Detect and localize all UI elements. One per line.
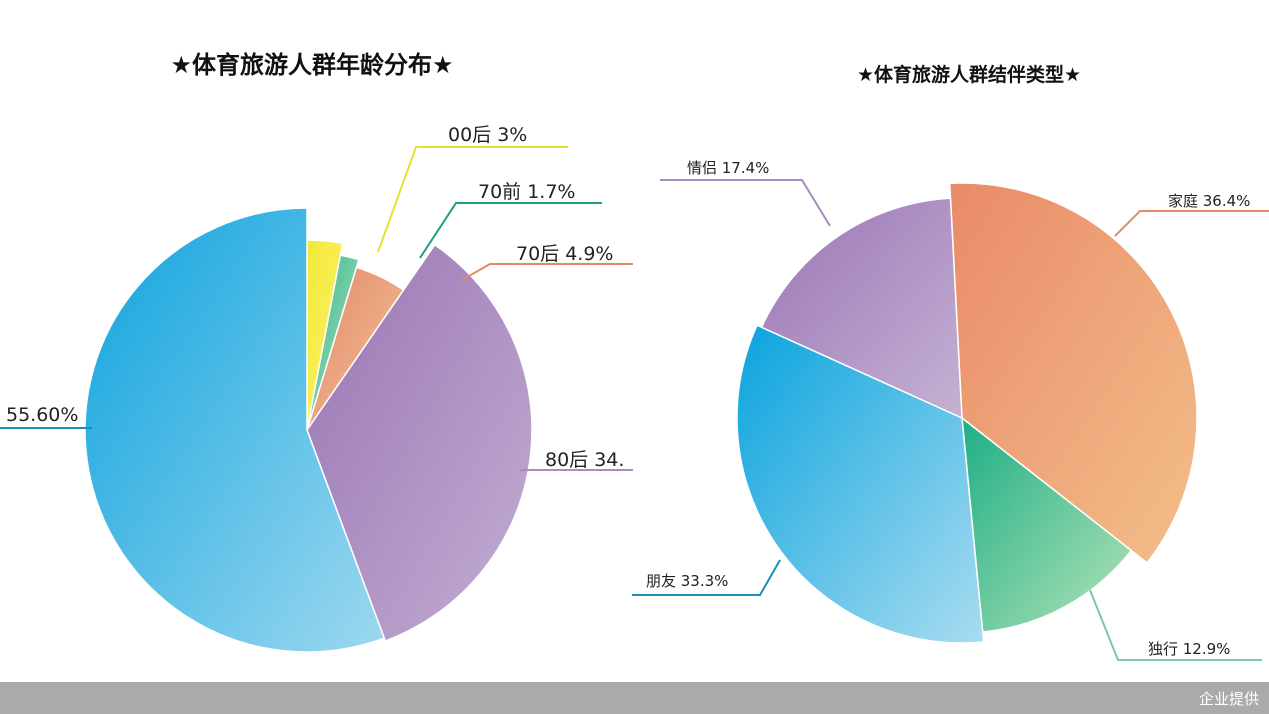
leader-line-couple — [660, 179, 831, 227]
leader-line-friends — [632, 559, 781, 596]
footer-bar: 企业提供 — [0, 682, 1269, 714]
slice-label-00: 00后 3% — [448, 124, 527, 146]
leader-line-00 — [377, 146, 568, 253]
source-note: 企业提供 — [1198, 690, 1259, 708]
slice-label-80hou: 80后 34. — [545, 449, 624, 471]
slice-label-family: 家庭 36.4% — [1168, 192, 1250, 210]
leader-line-family — [1114, 210, 1269, 237]
companion-pie — [736, 182, 1198, 644]
slice-family — [948, 182, 1198, 564]
age-distribution-chart: ★体育旅游人群年龄分布★ 00后 3% 70前 1.7% 70后 4.9% 80… — [0, 51, 633, 653]
slice-friends — [736, 324, 985, 644]
slice-label-90hou: 55.60% — [6, 404, 78, 426]
leader-line-70hou — [461, 263, 633, 281]
slice-label-friends: 朋友 33.3% — [646, 572, 728, 590]
companion-leader-lines — [632, 179, 1269, 661]
companion-slice-labels: 家庭 36.4% 独行 12.9% 朋友 33.3% 情侣 17.4% — [646, 159, 1250, 658]
age-pie — [84, 207, 533, 653]
leader-line-solo — [1089, 589, 1262, 661]
slice-80hou — [306, 243, 533, 642]
age-leader-lines — [0, 146, 633, 471]
slice-label-couple: 情侣 17.4% — [687, 159, 769, 177]
companion-chart-title: ★体育旅游人群结伴类型★ — [857, 63, 1081, 86]
slice-label-solo: 独行 12.9% — [1148, 640, 1230, 658]
companion-type-chart: ★体育旅游人群结伴类型★ 家庭 36.4% 独行 12.9% 朋友 33.3% … — [632, 63, 1269, 661]
age-chart-title: ★体育旅游人群年龄分布★ — [170, 51, 453, 79]
slice-label-70hou: 70后 4.9% — [516, 243, 614, 265]
slice-solo — [961, 416, 1133, 633]
slice-couple — [760, 197, 963, 420]
slice-90hou — [84, 207, 386, 653]
age-slice-labels: 00后 3% 70前 1.7% 70后 4.9% 80后 34. 55.60% — [6, 124, 624, 471]
leader-line-70qian — [419, 202, 602, 259]
slice-label-70qian: 70前 1.7% — [478, 181, 576, 203]
